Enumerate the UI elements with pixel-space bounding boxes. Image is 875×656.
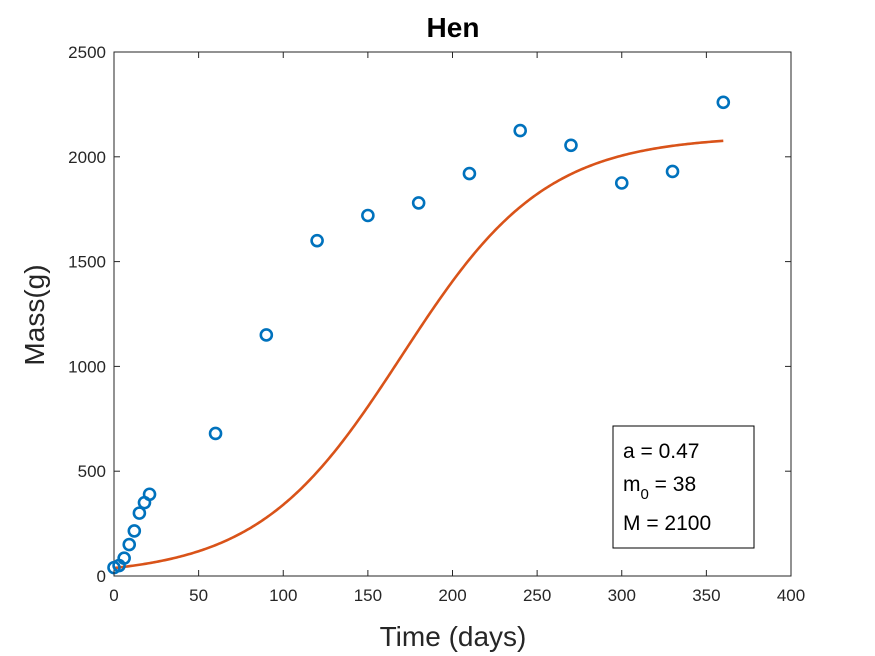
data-point [462,166,477,181]
data-point [310,233,324,248]
parameter-M: M = 2100 [623,512,711,535]
parameter-box-frame [612,425,755,549]
parameter-a: a = 0.47 [623,440,699,463]
data-points-layer [107,95,731,575]
data-point [208,426,223,441]
x-tick-label: 100 [269,586,297,605]
chart-title: Hen [427,12,480,43]
y-tick-label: 1500 [68,253,106,272]
data-point [614,176,629,190]
data-point [127,524,142,538]
data-point [142,487,157,502]
x-tick-label: 50 [189,586,208,605]
y-tick-label: 2500 [68,43,106,62]
x-axis-label: Time (days) [380,621,527,652]
x-axis-ticks: 0 50 100 150 200 250 300 350 400 [109,52,805,605]
x-tick-label: 150 [354,586,382,605]
data-point [259,328,274,342]
data-point [716,95,731,110]
y-axis-label: Mass(g) [19,264,50,365]
x-tick-label: 0 [109,586,118,605]
parameter-annotation: a = 0.47 m0 = 38 M = 2100 [612,425,755,549]
data-point [361,208,375,223]
x-tick-label: 200 [438,586,466,605]
x-tick-label: 300 [608,586,636,605]
x-tick-label: 400 [777,586,805,605]
data-point [122,537,137,552]
y-tick-label: 500 [78,462,106,481]
data-point [665,164,680,179]
fit-curve-layer [113,139,724,570]
x-tick-label: 350 [692,586,720,605]
parameter-m0: m0 = 38 [623,473,696,503]
y-tick-label: 2000 [68,148,106,167]
data-point [513,123,528,138]
data-point [564,138,578,153]
data-point [411,196,426,210]
data-point [132,506,147,520]
y-axis-ticks: 0 500 1000 1500 2000 2500 [68,43,791,586]
y-tick-label: 1000 [68,357,106,376]
x-tick-label: 250 [523,586,551,605]
y-tick-label: 0 [97,567,106,586]
data-point [117,551,131,565]
logistic-fit-line [113,139,724,570]
